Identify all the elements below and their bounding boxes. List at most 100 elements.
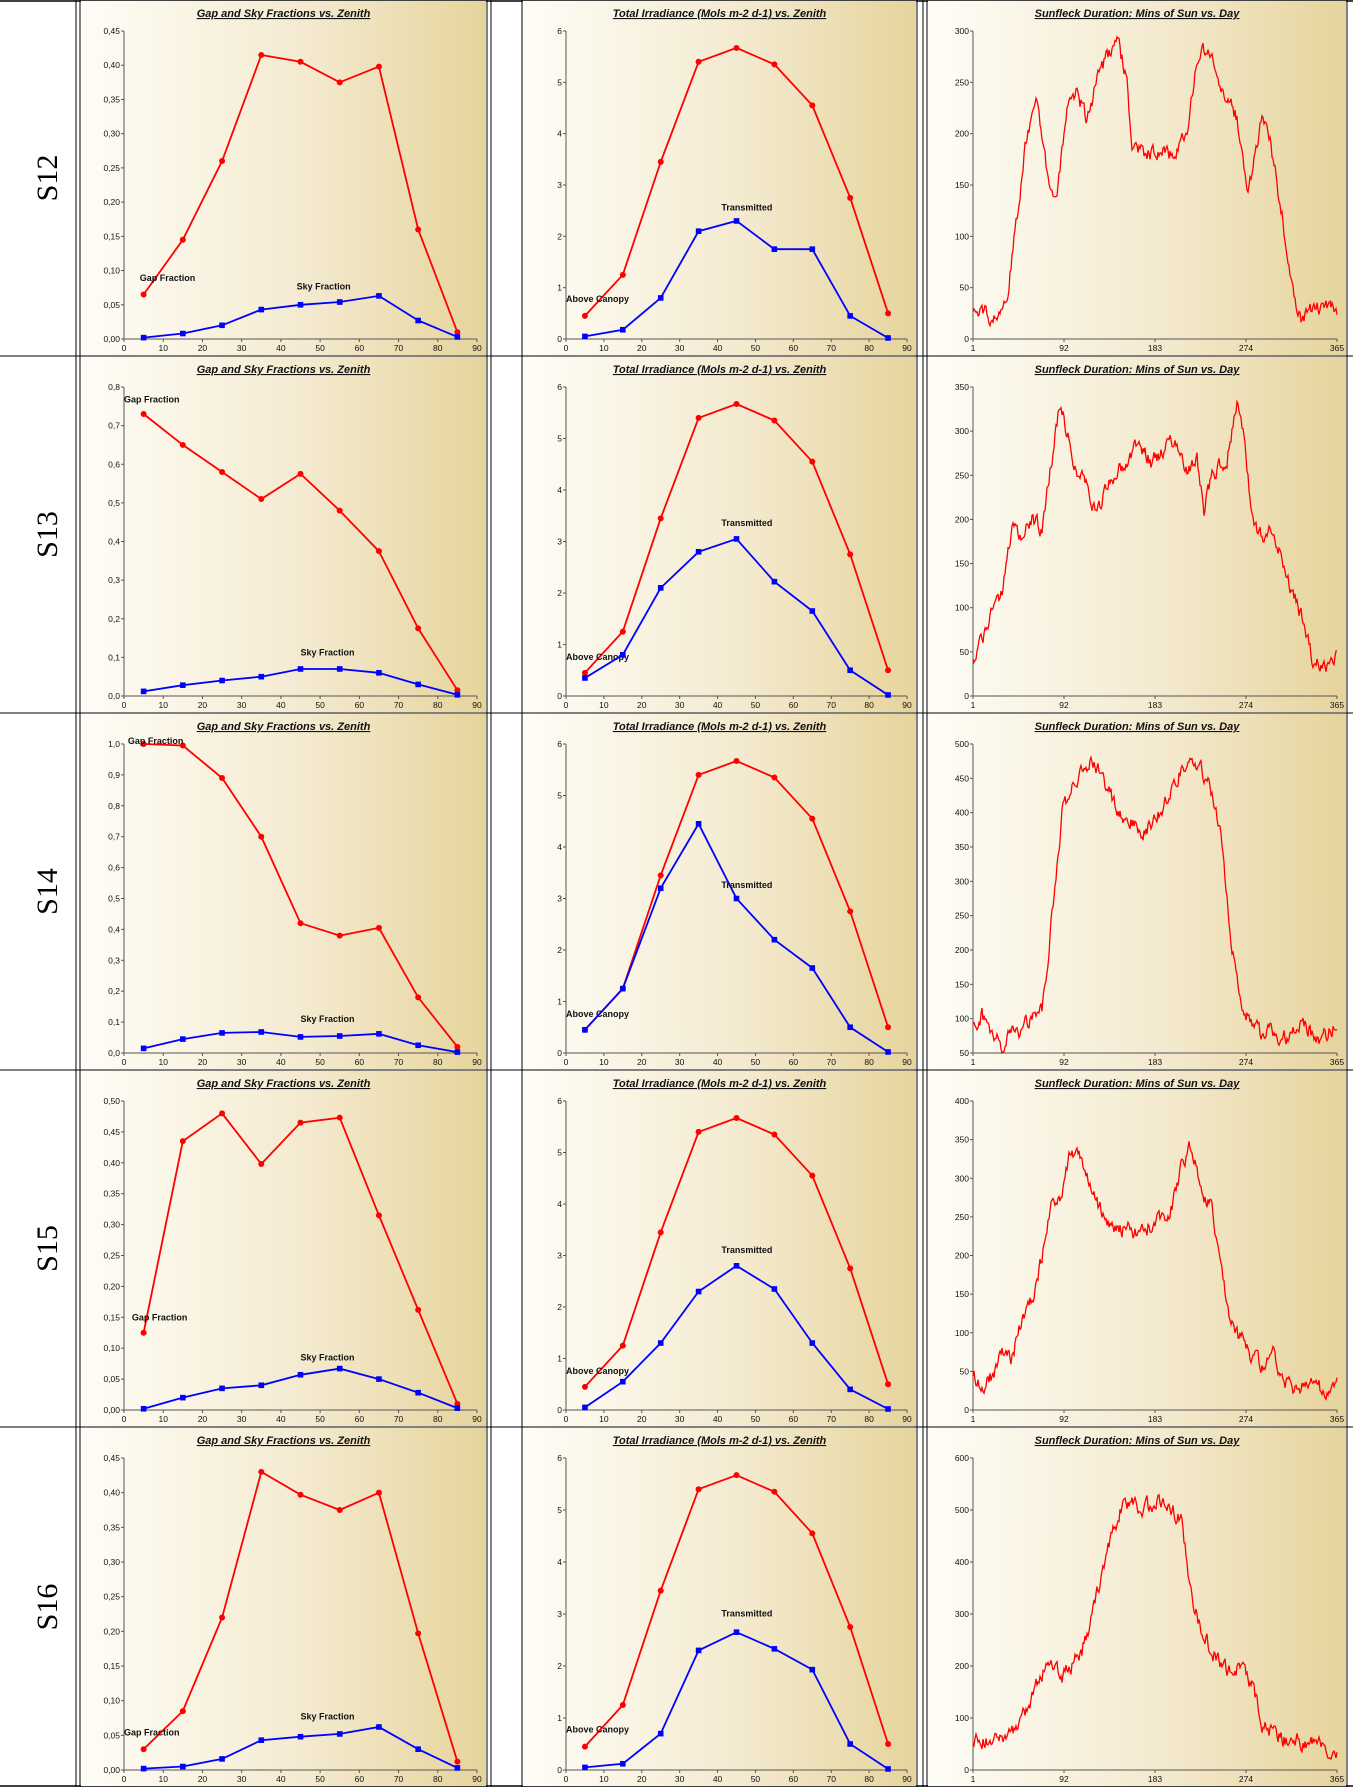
y-tick-label: 0,35: [103, 94, 120, 104]
x-tick-label: 40: [276, 1774, 286, 1784]
y-tick-label: 50: [960, 1366, 970, 1376]
x-tick-label: 50: [315, 1057, 325, 1067]
chart-title: Total Irradiance (Mols m-2 d-1) vs. Zeni…: [613, 721, 827, 733]
data-point: [657, 1730, 664, 1737]
x-tick-label: 40: [713, 1414, 723, 1424]
x-tick-label: 60: [789, 1057, 799, 1067]
y-tick-label: 100: [955, 1328, 969, 1338]
x-tick-label: 90: [472, 1774, 482, 1784]
x-tick-label: 10: [158, 700, 168, 710]
data-point: [733, 895, 740, 902]
data-point: [733, 1263, 740, 1269]
data-point: [885, 1766, 891, 1772]
y-tick-label: 500: [955, 739, 969, 749]
y-tick-label: 0,3: [108, 575, 120, 585]
data-point: [219, 158, 226, 165]
data-point: [297, 1491, 304, 1498]
y-tick-label: 1: [557, 283, 562, 293]
data-point: [258, 1382, 265, 1389]
x-tick-label: 365: [1330, 1774, 1344, 1784]
data-point: [657, 1340, 664, 1346]
data-point: [454, 1765, 461, 1771]
row-label: S16: [31, 1584, 64, 1631]
y-tick-label: 0,30: [103, 1557, 120, 1567]
x-tick-label: 40: [713, 1057, 723, 1067]
y-tick-label: 1,0: [108, 739, 120, 749]
chart-s14-1: Gap and Sky Fractions vs. Zenith 0,0 0,1 0,…: [81, 714, 486, 1069]
data-point: [885, 667, 892, 674]
x-tick-label: 40: [713, 343, 723, 353]
y-tick-label: 0: [557, 1765, 562, 1775]
y-tick-label: 0,40: [103, 1158, 120, 1168]
series-label: Gap Fraction: [124, 394, 180, 404]
data-point: [454, 1043, 461, 1050]
y-tick-label: 150: [955, 559, 969, 569]
data-point: [375, 1489, 382, 1496]
x-tick-label: 274: [1239, 700, 1253, 710]
data-point: [771, 61, 778, 68]
data-point: [733, 44, 740, 51]
x-tick-label: 60: [355, 343, 365, 353]
data-point: [733, 1114, 740, 1121]
data-point: [847, 1741, 853, 1747]
data-point: [657, 515, 664, 522]
x-tick-label: 60: [789, 1774, 799, 1784]
row-label: S15: [31, 1225, 64, 1272]
y-tick-label: 2: [557, 588, 562, 598]
data-point: [733, 536, 740, 542]
x-tick-label: 70: [826, 700, 836, 710]
data-point: [620, 1760, 626, 1767]
data-point: [454, 1049, 461, 1055]
y-tick-label: 50: [960, 1048, 970, 1058]
series-line: [972, 1493, 1338, 1761]
data-point: [454, 692, 461, 698]
data-point: [219, 322, 225, 329]
x-tick-label: 80: [864, 1414, 874, 1424]
x-tick-label: 1: [971, 700, 976, 710]
y-tick-label: 0,4: [108, 537, 120, 547]
data-point: [809, 1530, 816, 1537]
x-tick-label: 20: [637, 343, 647, 353]
data-point: [219, 774, 226, 781]
y-tick-label: 400: [955, 1096, 969, 1106]
chart-title: Sunfleck Duration: Mins of Sun vs. Day: [1035, 1078, 1241, 1090]
data-point: [619, 1702, 626, 1708]
data-point: [620, 985, 626, 992]
data-point: [140, 1765, 147, 1772]
x-tick-label: 40: [713, 700, 723, 710]
data-point: [454, 334, 461, 340]
y-tick-label: 0: [964, 1765, 969, 1775]
plot-background: [81, 1428, 486, 1786]
data-point: [258, 1161, 265, 1168]
y-tick-label: 250: [955, 77, 969, 87]
series-label: Gap Fraction: [128, 736, 184, 746]
data-point: [885, 692, 891, 698]
y-tick-label: 4: [557, 485, 562, 495]
data-point: [771, 578, 778, 585]
data-point: [219, 1030, 225, 1036]
x-tick-label: 20: [198, 1057, 208, 1067]
plot-background: [523, 714, 916, 1069]
x-tick-label: 30: [675, 700, 685, 710]
series-label: Sky Fraction: [301, 647, 355, 657]
data-point: [179, 1708, 186, 1715]
data-point: [847, 313, 853, 319]
x-tick-label: 20: [198, 700, 208, 710]
data-point: [771, 246, 778, 252]
y-tick-label: 0,2: [108, 614, 120, 624]
data-point: [140, 1329, 147, 1336]
x-tick-label: 10: [599, 343, 609, 353]
series-label: Gap Fraction: [140, 273, 196, 283]
x-tick-label: 0: [122, 700, 127, 710]
y-tick-label: 450: [955, 773, 969, 783]
y-tick-label: 0,5: [108, 894, 120, 904]
data-point: [297, 470, 304, 477]
x-tick-label: 10: [599, 1414, 609, 1424]
data-point: [657, 158, 664, 165]
y-tick-label: 3: [557, 180, 562, 190]
data-point: [336, 507, 343, 514]
x-tick-label: 10: [599, 1774, 609, 1784]
y-tick-label: 300: [955, 876, 969, 886]
data-point: [657, 1587, 664, 1594]
chart-s12-2: Total Irradiance (Mols m-2 d-1) vs. Zeni…: [523, 1, 916, 355]
